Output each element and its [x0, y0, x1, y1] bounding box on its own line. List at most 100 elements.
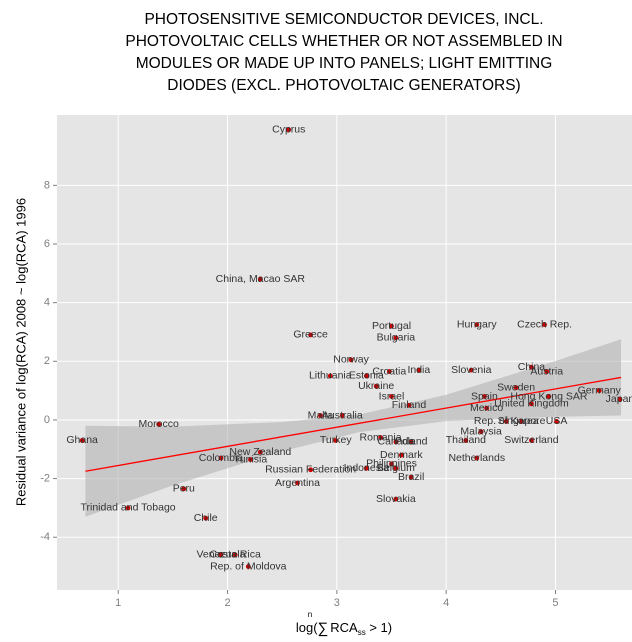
point — [542, 322, 547, 328]
y-tick-label: 2 — [44, 355, 50, 367]
point — [474, 455, 480, 461]
x-tick-label: 2 — [224, 597, 230, 609]
chart-title: PHOTOSENSITIVE SEMICONDUCTOR DEVICES, IN… — [125, 11, 562, 94]
point-label: Cyprus — [272, 123, 305, 135]
point-label: Chile — [194, 512, 218, 524]
point-label: Thailand — [446, 434, 486, 446]
point — [393, 439, 399, 445]
point-label: Hungary — [457, 318, 497, 330]
point-label: Argentina — [275, 477, 320, 489]
point — [463, 438, 469, 443]
confidence-band — [85, 339, 622, 517]
point — [393, 465, 399, 471]
point — [386, 369, 392, 374]
point-label: Canada — [377, 436, 414, 448]
x-tick-label: 4 — [443, 597, 449, 609]
point-label: Spain — [471, 390, 498, 402]
point — [308, 467, 314, 473]
point-label: China — [518, 361, 546, 373]
point-label: Netherlands — [448, 452, 505, 464]
point — [257, 276, 263, 282]
point — [478, 429, 484, 435]
point — [596, 388, 602, 394]
x-tick-label: 5 — [552, 597, 558, 609]
point-label: Austria — [530, 365, 563, 377]
point — [333, 438, 339, 443]
point — [406, 402, 412, 408]
point — [363, 373, 369, 379]
point-label: New Zealand — [229, 446, 291, 458]
point-label: Brazil — [398, 471, 424, 483]
chart-title-line: PHOTOVOLTAIC CELLS WHETHER OR NOT ASSEMB… — [125, 33, 562, 50]
x-tick-label: 3 — [334, 597, 340, 609]
point — [308, 332, 314, 338]
point — [408, 474, 414, 480]
point — [554, 419, 559, 424]
point — [79, 438, 85, 443]
point — [484, 405, 490, 411]
point — [218, 552, 224, 558]
point-label: Indonesia — [344, 462, 390, 474]
point — [218, 455, 224, 461]
point — [295, 480, 300, 486]
point — [348, 357, 354, 363]
y-tick-label: 6 — [44, 238, 50, 250]
point — [318, 413, 323, 418]
point-label: Japan — [606, 393, 632, 405]
point — [248, 457, 253, 462]
point-label: Costa Rica — [210, 549, 262, 561]
point — [363, 465, 369, 471]
chart-title-line: DIODES (EXCL. PHOTOVOLTAIC GENERATORS) — [167, 77, 520, 94]
point-label: Czech Rep. — [517, 318, 572, 330]
y-tick-label: 0 — [44, 414, 50, 426]
point-label: Turkey — [320, 434, 352, 446]
point-label: Romania — [360, 431, 402, 443]
point — [181, 486, 187, 492]
point — [513, 385, 519, 391]
x-axis-label-upper: n — [308, 610, 312, 619]
point — [389, 394, 394, 399]
y-tick-label: -2 — [40, 472, 50, 484]
point — [546, 394, 552, 399]
point-label: Israel — [379, 390, 405, 402]
point — [393, 496, 399, 502]
point-label: China, Macao SAR — [216, 273, 306, 285]
point — [339, 413, 345, 418]
point-label: Venezuela — [196, 549, 245, 561]
point — [482, 394, 487, 399]
point — [203, 515, 209, 521]
point — [519, 419, 524, 424]
point-label: Germany — [578, 384, 622, 396]
point-label: Philippines — [366, 458, 417, 470]
point-label: Colombia — [199, 452, 244, 464]
point-label: Slovakia — [376, 493, 416, 505]
point-label: Peru — [173, 483, 195, 495]
point-label: Rep. of Korea — [474, 415, 539, 427]
point-label: Ukraine — [358, 380, 394, 392]
x-axis-label: log(∑ RCAss > 1) n — [296, 610, 392, 637]
point-label: Portugal — [372, 320, 411, 332]
point — [327, 373, 333, 379]
point-label: Russian Federation — [265, 464, 356, 476]
point — [257, 449, 263, 455]
point — [474, 322, 480, 328]
point — [156, 421, 162, 427]
point-label: Morocco — [139, 418, 179, 430]
point-label: Malta — [308, 409, 334, 421]
point-label: Greece — [293, 329, 328, 341]
point — [529, 364, 534, 370]
point — [416, 367, 422, 373]
point-label: USA — [546, 415, 568, 427]
point-label: Hong Kong SAR — [510, 390, 587, 402]
point — [408, 439, 414, 445]
point — [617, 397, 623, 402]
point — [286, 127, 292, 133]
point-label: Estonia — [349, 370, 384, 382]
x-axis-label-text: log(∑ RCAss > 1) — [296, 620, 392, 637]
y-tick-label: -4 — [40, 531, 50, 543]
point-label: Belgium — [377, 462, 415, 474]
x-tick-label: 1 — [115, 597, 121, 609]
point-label: Mexico — [470, 402, 503, 414]
point — [378, 435, 383, 440]
